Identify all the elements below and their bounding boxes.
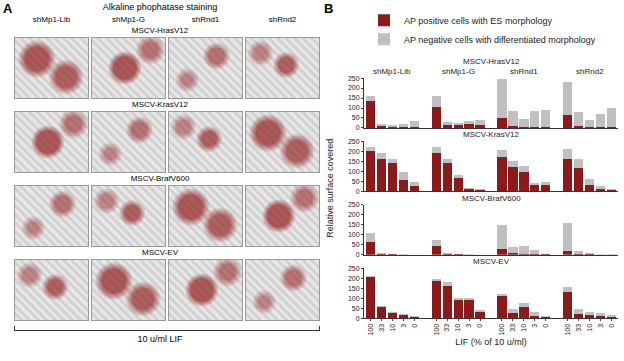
svg-text:50: 50 (352, 241, 360, 248)
svg-text:3: 3 (597, 324, 604, 328)
svg-text:10: 10 (586, 324, 593, 332)
svg-text:100: 100 (348, 168, 360, 175)
html-text:shMp1-G: shMp1-G (112, 15, 145, 24)
svg-text:3: 3 (531, 324, 538, 328)
svg-text:3: 3 (400, 324, 407, 328)
svg-text:3: 3 (465, 324, 472, 328)
svg-text:LIF (% of 10 u/ml): LIF (% of 10 u/ml) (455, 337, 527, 347)
svg-text:MSCV-HrasV12: MSCV-HrasV12 (463, 57, 520, 66)
svg-text:100: 100 (367, 324, 374, 336)
svg-text:0: 0 (356, 124, 360, 131)
svg-text:100: 100 (348, 231, 360, 238)
svg-text:50: 50 (352, 114, 360, 121)
svg-text:33: 33 (575, 324, 582, 332)
svg-text:10: 10 (454, 324, 461, 332)
html-text:10 u/ml LIF: 10 u/ml LIF (137, 334, 183, 344)
svg-text:100: 100 (564, 324, 571, 336)
html-text:A: A (3, 1, 13, 16)
svg-text:MSCV-KrasV12: MSCV-KrasV12 (463, 130, 520, 139)
html-text:MSCV-BrafV600: MSCV-BrafV600 (130, 174, 190, 183)
svg-text:AP negative cells with differe: AP negative cells with differentiated mo… (404, 35, 596, 45)
svg-text:33: 33 (443, 324, 450, 332)
html-text:shRnd1: shRnd1 (191, 15, 220, 24)
svg-text:0: 0 (356, 251, 360, 258)
svg-text:10: 10 (389, 324, 396, 332)
svg-text:33: 33 (378, 324, 385, 332)
svg-text:0: 0 (476, 324, 483, 328)
html-text:shRnd2: shRnd2 (268, 15, 297, 24)
svg-text:100: 100 (498, 324, 505, 336)
svg-text:shMp1-G: shMp1-G (442, 67, 475, 76)
html-text:MSCV-KrasV12: MSCV-KrasV12 (132, 100, 188, 109)
svg-text:200: 200 (348, 84, 360, 91)
html-text:Alkaline phophatase staining: Alkaline phophatase staining (102, 2, 218, 12)
svg-text:shMp1-Lib: shMp1-Lib (373, 67, 411, 76)
svg-text:10: 10 (520, 324, 527, 332)
svg-text:MSCV-EV: MSCV-EV (473, 257, 510, 266)
svg-text:MSCV-BrafV600: MSCV-BrafV600 (462, 194, 521, 203)
html-text:B: B (324, 1, 334, 16)
svg-text:150: 150 (348, 94, 360, 101)
svg-text:250: 250 (348, 74, 360, 81)
svg-text:33: 33 (509, 324, 516, 332)
svg-text:200: 200 (348, 211, 360, 218)
svg-text:250: 250 (348, 201, 360, 208)
svg-text:200: 200 (348, 275, 360, 282)
svg-text:150: 150 (348, 158, 360, 165)
svg-text:100: 100 (433, 324, 440, 336)
svg-text:150: 150 (348, 285, 360, 292)
html-text:shMp1-Lib: shMp1-Lib (32, 15, 71, 24)
html-text:MSCV-EV: MSCV-EV (142, 248, 178, 257)
svg-text:50: 50 (352, 178, 360, 185)
svg-text:100: 100 (348, 295, 360, 302)
svg-text:200: 200 (348, 148, 360, 155)
svg-text:250: 250 (348, 138, 360, 145)
svg-text:shRnd2: shRnd2 (576, 67, 604, 76)
svg-text:0: 0 (542, 324, 549, 328)
svg-text:250: 250 (348, 265, 360, 272)
svg-text:0: 0 (356, 315, 360, 322)
html-text:MSCV-HrasV12: MSCV-HrasV12 (131, 26, 189, 35)
svg-text:shRnd1: shRnd1 (510, 67, 538, 76)
svg-text:AP positive cells with ES morp: AP positive cells with ES morphology (404, 16, 552, 26)
svg-text:0: 0 (411, 324, 418, 328)
svg-text:150: 150 (348, 221, 360, 228)
svg-text:Relative surface covered: Relative surface covered (325, 139, 335, 238)
svg-text:0: 0 (608, 324, 615, 328)
svg-text:100: 100 (348, 104, 360, 111)
svg-text:50: 50 (352, 305, 360, 312)
svg-text:0: 0 (356, 188, 360, 195)
